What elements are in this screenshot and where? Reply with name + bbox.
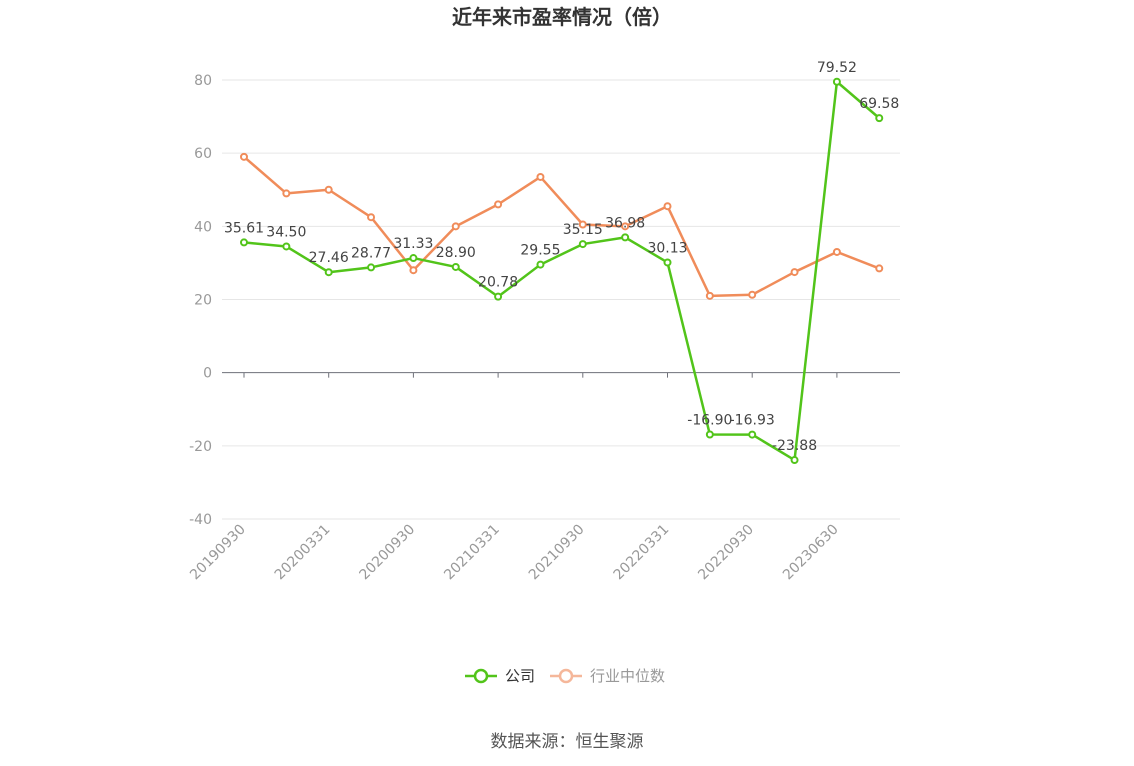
company-point [663, 258, 672, 267]
y-axis: 80 60 40 20 0 -20 -40 [189, 73, 212, 528]
series-layer [240, 77, 884, 465]
data-label: 35.61 [224, 220, 264, 236]
x-tick-label: 20210331 [441, 522, 503, 584]
company-point [621, 233, 630, 242]
data-label: -23.88 [772, 438, 817, 454]
industry-median-point [536, 172, 545, 181]
company-series-line [243, 80, 881, 462]
industry-median-point [324, 185, 333, 194]
industry-median-point [748, 290, 757, 299]
chart-title: 近年来市盈率情况（倍） [452, 5, 672, 29]
industry-median-point [790, 268, 799, 277]
legend-item-company[interactable]: 公司 [465, 667, 535, 685]
legend[interactable]: 公司 行业中位数 [465, 667, 665, 685]
industry-median-point [494, 200, 503, 209]
y-tick-label: -20 [189, 439, 212, 455]
y-tick-label: 80 [194, 73, 212, 89]
data-label: 34.50 [266, 224, 306, 240]
y-tick-label: 0 [203, 366, 212, 382]
data-label: 69.58 [859, 96, 899, 112]
x-tick-label: 20210930 [526, 522, 588, 584]
industry-median-point [705, 291, 714, 300]
industry-median-series-line [243, 155, 880, 298]
company-point [536, 260, 545, 269]
industry-median-point [240, 152, 248, 161]
company-point [578, 240, 587, 249]
data-label: 31.33 [393, 236, 433, 252]
company-point [748, 430, 757, 439]
legend-label: 行业中位数 [590, 667, 665, 685]
x-tick-label: 20220930 [695, 522, 757, 584]
industry-median-point [875, 264, 884, 273]
data-label: -16.93 [730, 413, 775, 429]
y-tick-label: -40 [189, 512, 212, 528]
x-tick-label: 20200930 [357, 522, 419, 584]
y-tick-label: 40 [194, 219, 212, 235]
x-tick-label: 20200331 [272, 522, 334, 584]
company-point [367, 263, 376, 272]
data-label: -16.90 [687, 412, 732, 428]
legend-item-industry-median[interactable]: 行业中位数 [550, 667, 665, 685]
data-label: 29.55 [520, 243, 560, 259]
industry-median-point [409, 266, 418, 275]
industry-median-point [282, 189, 291, 198]
industry-median-point [621, 222, 630, 231]
x-axis: 20190930 20200331 20200930 20210331 20210930… [187, 372, 900, 584]
grid-lines [222, 79, 900, 520]
x-tick-label: 20220331 [611, 522, 673, 584]
legend-label: 公司 [505, 667, 535, 685]
company-point [282, 242, 291, 251]
company-point [494, 292, 503, 301]
company-point [324, 268, 333, 277]
data-label: 28.90 [436, 245, 476, 261]
industry-median-point [367, 213, 376, 222]
industry-median-point [451, 222, 460, 231]
industry-median-point [832, 247, 841, 256]
company-point [790, 456, 799, 465]
data-label: 30.13 [647, 240, 687, 256]
company-point [705, 430, 714, 439]
company-point [875, 114, 884, 123]
company-point [451, 262, 460, 271]
industry-median-point [578, 220, 587, 229]
x-tick-label: 20190930 [187, 522, 249, 584]
legend-marker [558, 668, 574, 684]
x-tick-label: 20230630 [780, 522, 842, 584]
data-label: 27.46 [309, 250, 349, 266]
data-label: 28.77 [351, 245, 391, 261]
company-point [240, 238, 248, 247]
y-tick-label: 60 [194, 146, 212, 162]
data-label: 20.78 [478, 275, 518, 291]
data-label: 36.98 [605, 215, 645, 231]
company-point [832, 77, 841, 86]
data-label: 35.15 [563, 222, 603, 238]
legend-marker [473, 668, 489, 684]
industry-median-point [663, 202, 672, 211]
y-tick-label: 20 [194, 293, 212, 309]
data-label: 79.52 [817, 60, 857, 76]
company-point [409, 254, 418, 263]
source-note: 数据来源：恒生聚源 [491, 732, 644, 752]
